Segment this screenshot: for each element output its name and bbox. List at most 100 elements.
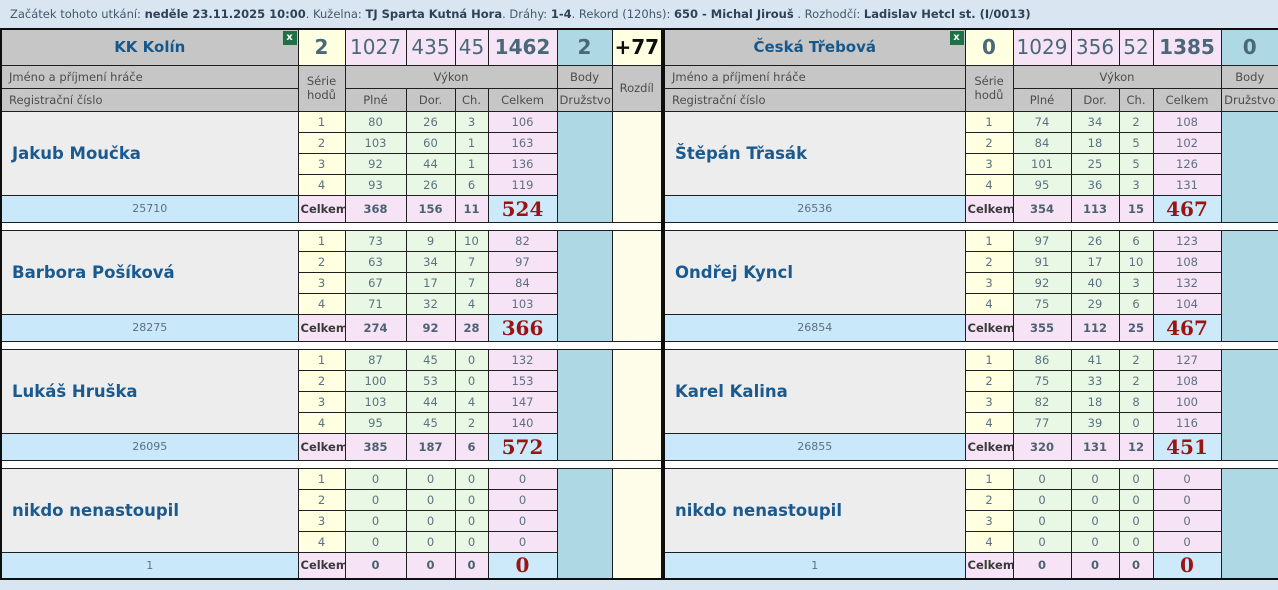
player-name: Karel Kalina	[663, 348, 966, 434]
clear-pins-cell: 44	[405, 390, 456, 413]
total-row-label: Celkem	[964, 194, 1014, 223]
total-faults: 6	[454, 432, 489, 461]
series-row: 2 84 18 5 102	[664, 131, 1278, 154]
series-row: 4 95 36 3 131	[664, 173, 1278, 196]
home-faults: 45	[454, 28, 489, 66]
team-points-column-cell	[556, 110, 613, 223]
lane-total-cell: 140	[487, 411, 558, 434]
lane-total-cell: 132	[1152, 271, 1222, 294]
series-row: Lukáš Hruška 1 87 45 0 132	[0, 348, 663, 461]
lane-total-cell: 0	[487, 488, 558, 511]
total-faults: 11	[454, 194, 489, 223]
lane-total-cell: 131	[1152, 173, 1222, 196]
info-segment: 650 - Michal Jirouš	[674, 7, 794, 21]
col-header-total: Celkem	[1152, 87, 1222, 112]
clear-pins-cell: 0	[405, 467, 456, 490]
clear-pins-cell: 25	[1070, 152, 1120, 175]
faults-cell: 0	[454, 488, 489, 511]
full-pins-cell: 101	[1012, 152, 1072, 175]
col-header-series: Série hodů	[297, 64, 346, 112]
clear-pins-cell: 0	[405, 509, 456, 532]
total-row-label: Celkem	[964, 551, 1014, 580]
clear-pins-cell: 18	[1070, 390, 1120, 413]
block-separator-cell	[663, 221, 1278, 231]
total-full-pins: 368	[344, 194, 407, 223]
full-pins-cell: 67	[344, 271, 407, 294]
col-header-difference: Rozdíl	[611, 64, 663, 112]
lane-total-cell: 108	[1152, 110, 1222, 133]
faults-cell: 7	[454, 250, 489, 273]
clear-pins-cell: 36	[1070, 173, 1120, 196]
home-team-name-cell: KK Kolín x	[0, 28, 299, 66]
home-match-points: 2	[297, 28, 346, 66]
away-total-pins: 1385	[1152, 28, 1222, 66]
total-faults: 28	[454, 313, 489, 342]
series-number: 2	[297, 369, 346, 392]
faults-cell: 0	[454, 509, 489, 532]
match-info-bar: Začátek tohoto utkání: neděle 23.11.2025…	[0, 0, 1278, 28]
series-row: 2 100 53 0 153	[1, 369, 662, 392]
excel-export-icon[interactable]: x	[282, 31, 297, 45]
series-number: 2	[964, 250, 1014, 273]
home-total-pins: 1462	[487, 28, 558, 66]
series-number: 4	[297, 292, 346, 315]
info-segment: . Kuželna:	[305, 7, 366, 21]
faults-cell: 0	[1118, 411, 1154, 434]
team-points-column-cell	[556, 348, 613, 461]
series-number: 3	[964, 390, 1014, 413]
total-row-label: Celkem	[297, 551, 346, 580]
series-number: 4	[964, 292, 1014, 315]
away-team-name-cell: Česká Třebová x	[663, 28, 966, 66]
series-row: Karel Kalina 1 86 41 2 127	[663, 348, 1278, 461]
registration-number: 26855	[663, 432, 966, 461]
series-row: Jakub Moučka 1 80 26 3 106	[0, 110, 663, 223]
clear-pins-cell: 45	[405, 348, 456, 371]
player-name: Štěpán Třasák	[663, 110, 966, 196]
total-clear-pins: 156	[405, 194, 456, 223]
faults-cell: 2	[454, 411, 489, 434]
difference-column-cell	[611, 229, 663, 342]
full-pins-cell: 74	[1012, 110, 1072, 133]
faults-cell: 1	[454, 152, 489, 175]
series-row: nikdo nenastoupil 1 0 0 0 0	[0, 467, 663, 580]
away-clear-pins: 356	[1070, 28, 1120, 66]
away-team-points: 0	[1220, 28, 1278, 66]
clear-pins-cell: 45	[405, 411, 456, 434]
faults-cell: 5	[1118, 131, 1154, 154]
lane-total-cell: 132	[487, 348, 558, 371]
away-column-header-row2: Registrační číslo Plné Dor. Ch. Celkem D…	[663, 87, 1278, 112]
lane-total-cell: 119	[487, 173, 558, 196]
faults-cell: 3	[454, 110, 489, 133]
registration-number: 26536	[663, 194, 966, 223]
series-number: 3	[964, 152, 1014, 175]
faults-cell: 4	[454, 292, 489, 315]
full-pins-cell: 0	[344, 488, 407, 511]
full-pins-cell: 82	[1012, 390, 1072, 413]
lane-total-cell: 153	[487, 369, 558, 392]
clear-pins-cell: 17	[405, 271, 456, 294]
series-row: 4 93 26 6 119	[1, 173, 662, 196]
player-total-row: 26855 Celkem 320 131 12 451	[663, 432, 1278, 461]
lane-total-cell: 0	[1152, 488, 1222, 511]
series-number: 3	[297, 152, 346, 175]
info-segment: 1-4	[550, 7, 572, 21]
info-segment: . Rekord (120hs):	[571, 7, 674, 21]
faults-cell: 2	[1118, 110, 1154, 133]
excel-export-icon[interactable]: x	[949, 31, 964, 45]
clear-pins-cell: 34	[405, 250, 456, 273]
series-row: Barbora Pošíková 1 73 9 10 82	[0, 229, 663, 342]
lane-total-cell: 84	[487, 271, 558, 294]
difference-column-cell	[611, 348, 663, 461]
total-faults: 0	[1118, 551, 1154, 580]
col-header-points: Body	[1220, 64, 1278, 89]
clear-pins-cell: 0	[1070, 509, 1120, 532]
series-row: 4 71 32 4 103	[1, 292, 662, 315]
series-number: 3	[297, 390, 346, 413]
lane-total-cell: 123	[1152, 229, 1222, 252]
player-name: nikdo nenastoupil	[0, 467, 299, 553]
clear-pins-cell: 0	[1070, 467, 1120, 490]
player-total-row: 26536 Celkem 354 113 15 467	[663, 194, 1278, 223]
difference-column-cell	[611, 110, 663, 223]
block-separator	[663, 221, 1278, 231]
